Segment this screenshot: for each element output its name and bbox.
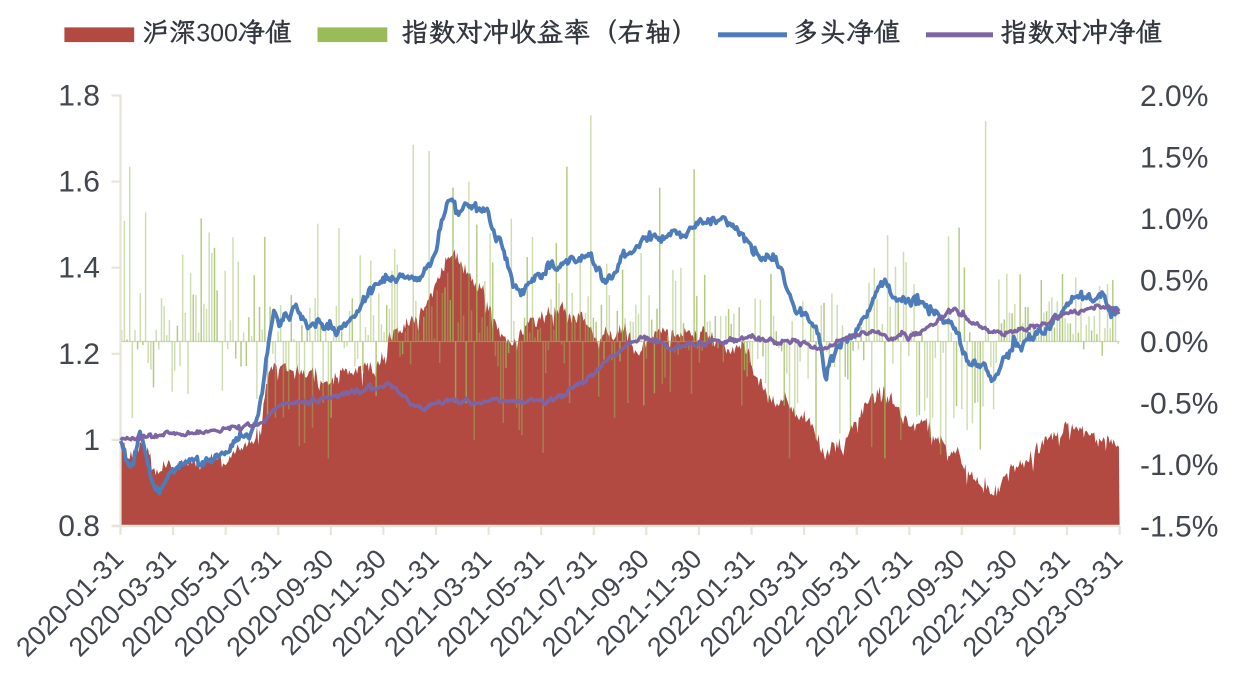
svg-text:0.0%: 0.0% <box>1140 326 1208 359</box>
svg-text:0.5%: 0.5% <box>1140 265 1208 298</box>
svg-text:1.4: 1.4 <box>58 252 100 285</box>
svg-text:0.8: 0.8 <box>58 510 100 543</box>
svg-text:300: 300 <box>196 19 238 47</box>
svg-text:1.6: 1.6 <box>58 166 100 199</box>
svg-text:-0.5%: -0.5% <box>1140 388 1218 421</box>
svg-text:1.5%: 1.5% <box>1140 142 1208 175</box>
svg-text:1.8: 1.8 <box>58 80 100 113</box>
svg-text:1.2: 1.2 <box>58 338 100 371</box>
svg-text:-1.0%: -1.0% <box>1140 449 1218 482</box>
svg-text:1.0%: 1.0% <box>1140 203 1208 236</box>
svg-text:-1.5%: -1.5% <box>1140 511 1218 544</box>
svg-text:2.0%: 2.0% <box>1140 80 1208 113</box>
svg-text:1: 1 <box>83 424 100 457</box>
